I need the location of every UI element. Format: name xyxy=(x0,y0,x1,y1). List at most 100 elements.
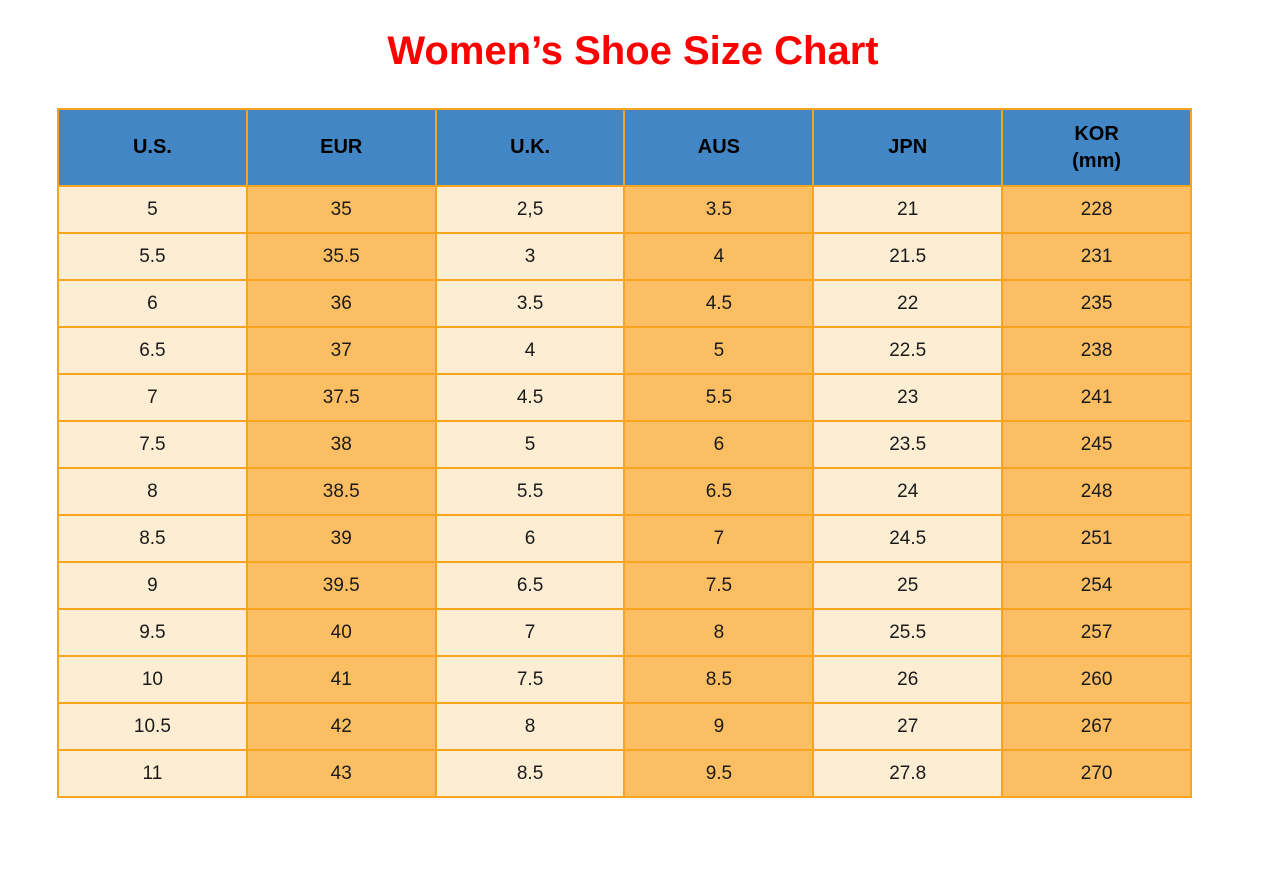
header-label: EUR xyxy=(320,136,363,158)
table-cell: 251 xyxy=(1001,514,1192,563)
table-cell: 38.5 xyxy=(245,467,437,516)
header-label: KOR xyxy=(1074,122,1119,145)
header-cell-uk: U.K. xyxy=(434,108,626,187)
table-cell: 7.5 xyxy=(57,420,248,469)
table-cell: 4.5 xyxy=(623,279,815,328)
table-cell: 8.5 xyxy=(434,749,626,798)
table-cell: 8 xyxy=(623,608,815,657)
header-cell-us: U.S. xyxy=(57,108,248,187)
table-row: 6.5 37 4 5 22.5 238 xyxy=(57,326,1192,375)
table-cell: 39.5 xyxy=(245,561,437,610)
table-cell: 37 xyxy=(245,326,437,375)
table-cell: 6 xyxy=(434,514,626,563)
table-cell: 5.5 xyxy=(434,467,626,516)
table-row: 7.5 38 5 6 23.5 245 xyxy=(57,420,1192,469)
table-cell: 23 xyxy=(812,373,1004,422)
table-row: 5.5 35.5 3 4 21.5 231 xyxy=(57,232,1192,281)
table-cell: 7 xyxy=(623,514,815,563)
table-cell: 6.5 xyxy=(434,561,626,610)
table-cell: 235 xyxy=(1001,279,1192,328)
table-row: 10 41 7.5 8.5 26 260 xyxy=(57,655,1192,704)
table-cell: 27 xyxy=(812,702,1004,751)
table-row: 11 43 8.5 9.5 27.8 270 xyxy=(57,749,1192,798)
table-cell: 26 xyxy=(812,655,1004,704)
table-cell: 24.5 xyxy=(812,514,1004,563)
table-header: U.S. EUR U.K. AUS JPN xyxy=(57,108,1192,187)
table-cell: 6 xyxy=(57,279,248,328)
table-cell: 238 xyxy=(1001,326,1192,375)
table-cell: 6.5 xyxy=(57,326,248,375)
table-row: 10.5 42 8 9 27 267 xyxy=(57,702,1192,751)
table-row: 8.5 39 6 7 24.5 251 xyxy=(57,514,1192,563)
header-cell-eur: EUR xyxy=(245,108,437,187)
header-row: U.S. EUR U.K. AUS JPN xyxy=(57,108,1192,187)
table-cell: 231 xyxy=(1001,232,1192,281)
table-cell: 8 xyxy=(57,467,248,516)
table-cell: 22.5 xyxy=(812,326,1004,375)
table-cell: 35 xyxy=(245,185,437,234)
table-cell: 9.5 xyxy=(623,749,815,798)
table-cell: 254 xyxy=(1001,561,1192,610)
table-cell: 5 xyxy=(434,420,626,469)
table-row: 9 39.5 6.5 7.5 25 254 xyxy=(57,561,1192,610)
table-cell: 41 xyxy=(245,655,437,704)
table-cell: 43 xyxy=(245,749,437,798)
table-cell: 8 xyxy=(434,702,626,751)
table-row: 9.5 40 7 8 25.5 257 xyxy=(57,608,1192,657)
table-cell: 7.5 xyxy=(434,655,626,704)
table-cell: 4.5 xyxy=(434,373,626,422)
table-cell: 8.5 xyxy=(57,514,248,563)
table-cell: 11 xyxy=(57,749,248,798)
header-cell-kor: KOR (mm) xyxy=(1001,108,1192,187)
table-cell: 42 xyxy=(245,702,437,751)
header-label: U.K. xyxy=(510,136,551,158)
table-cell: 25 xyxy=(812,561,1004,610)
table-cell: 27.8 xyxy=(812,749,1004,798)
table-cell: 40 xyxy=(245,608,437,657)
table-cell: 267 xyxy=(1001,702,1192,751)
table-cell: 7 xyxy=(57,373,248,422)
table-cell: 23.5 xyxy=(812,420,1004,469)
table-cell: 10.5 xyxy=(57,702,248,751)
table-cell: 3 xyxy=(434,232,626,281)
header-label: U.S. xyxy=(132,136,172,158)
header-label: JPN xyxy=(888,136,928,158)
table-cell: 228 xyxy=(1001,185,1192,234)
table-cell: 9.5 xyxy=(57,608,248,657)
table-cell: 245 xyxy=(1001,420,1192,469)
table-cell: 7 xyxy=(434,608,626,657)
table-cell: 241 xyxy=(1001,373,1192,422)
table-cell: 25.5 xyxy=(812,608,1004,657)
table-cell: 270 xyxy=(1001,749,1192,798)
table-cell: 260 xyxy=(1001,655,1192,704)
table-cell: 9 xyxy=(623,702,815,751)
table-cell: 5 xyxy=(623,326,815,375)
table-row: 5 35 2,5 3.5 21 228 xyxy=(57,185,1192,234)
header-cell-jpn: JPN xyxy=(812,108,1004,187)
table-cell: 5.5 xyxy=(623,373,815,422)
table-row: 8 38.5 5.5 6.5 24 248 xyxy=(57,467,1192,516)
table-cell: 36 xyxy=(245,279,437,328)
page: Women’s Shoe Size Chart U.S. EUR U.K. AU… xyxy=(0,28,1266,798)
table-cell: 7.5 xyxy=(623,561,815,610)
table-cell: 21 xyxy=(812,185,1004,234)
table-cell: 257 xyxy=(1001,608,1192,657)
table-cell: 24 xyxy=(812,467,1004,516)
table-row: 6 36 3.5 4.5 22 235 xyxy=(57,279,1192,328)
table-cell: 4 xyxy=(434,326,626,375)
table-cell: 3.5 xyxy=(623,185,815,234)
table-cell: 38 xyxy=(245,420,437,469)
table-cell: 37.5 xyxy=(245,373,437,422)
table-cell: 35.5 xyxy=(245,232,437,281)
table-cell: 21.5 xyxy=(812,232,1004,281)
table-cell: 39 xyxy=(245,514,437,563)
page-title: Women’s Shoe Size Chart xyxy=(387,29,879,73)
table-row: 7 37.5 4.5 5.5 23 241 xyxy=(57,373,1192,422)
table-cell: 4 xyxy=(623,232,815,281)
table-cell: 9 xyxy=(57,561,248,610)
size-table-body: 5 35 2,5 3.5 21 228 5.5 35.5 3 4 21.5 231 6 36 3.5 4.5 2… xyxy=(57,185,1192,798)
table-cell: 248 xyxy=(1001,467,1192,516)
table-cell: 6 xyxy=(623,420,815,469)
table-cell: 3.5 xyxy=(434,279,626,328)
shoe-size-table: U.S. EUR U.K. AUS JPN xyxy=(57,108,1192,798)
